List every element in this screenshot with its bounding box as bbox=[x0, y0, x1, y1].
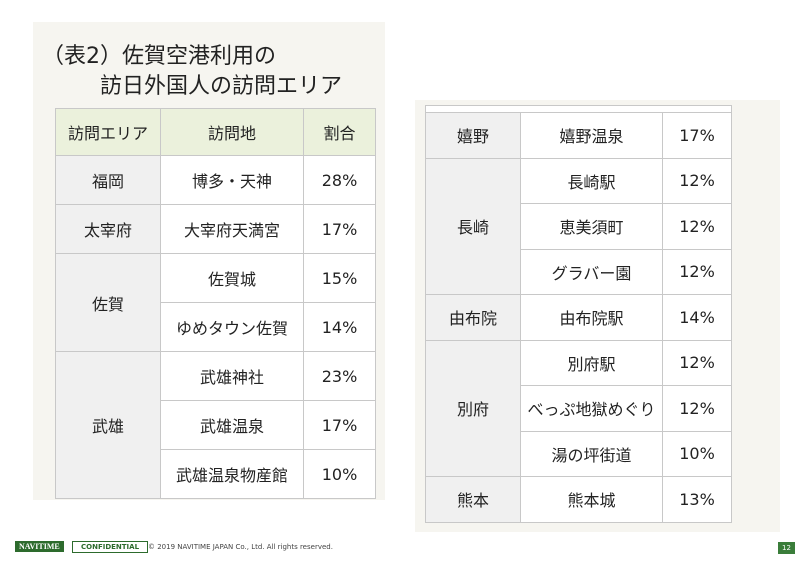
header-row: 訪問エリア 訪問地 割合 bbox=[55, 108, 376, 156]
place-cell: 熊本城 bbox=[520, 476, 663, 523]
row: 武雄 武雄神社 23% bbox=[55, 351, 376, 499]
area-cell: 熊本 bbox=[425, 476, 521, 523]
row: ゆめタウン佐賀 14% bbox=[56, 302, 376, 352]
area-cell: 武雄 bbox=[55, 351, 161, 499]
place-cell: 武雄神社 bbox=[160, 351, 304, 401]
share-cell: 12% bbox=[662, 157, 732, 204]
place-cell: グラバー園 bbox=[520, 248, 663, 295]
right-table: 嬉野 嬉野温泉 17% 長崎 長崎駅 12% 恵美須町 12% グラバー園 12% 由布院 由布院駅 1… bbox=[425, 112, 732, 523]
copyright: © 2019 NAVITIME JAPAN Co., Ltd. All righ… bbox=[148, 543, 333, 551]
place-cell: 由布院駅 bbox=[520, 294, 663, 341]
area-cell: 福岡 bbox=[55, 155, 161, 205]
share-cell: 12% bbox=[662, 339, 732, 386]
row: グラバー園 12% bbox=[426, 248, 732, 295]
share-cell: 12% bbox=[662, 385, 732, 432]
place-cell: 嬉野温泉 bbox=[520, 112, 663, 159]
area-cell: 由布院 bbox=[425, 294, 521, 341]
row: 佐賀 佐賀城 15% bbox=[55, 253, 376, 352]
share-cell: 10% bbox=[303, 449, 376, 499]
place-cell: べっぷ地獄めぐり bbox=[520, 385, 663, 432]
share-cell: 13% bbox=[662, 476, 732, 523]
area-cell: 長崎 bbox=[425, 157, 521, 295]
share-cell: 17% bbox=[303, 400, 376, 450]
row: 由布院 由布院駅 14% bbox=[425, 294, 732, 341]
place-cell: 大宰府天満宮 bbox=[160, 204, 304, 254]
left-table: 訪問エリア 訪問地 割合 福岡 博多・天神 28% 太宰府 大宰府天満宮 17% 佐賀 佐賀城 15%… bbox=[55, 108, 376, 499]
place-cell: 博多・天神 bbox=[160, 155, 304, 205]
place-cell: 佐賀城 bbox=[160, 253, 304, 303]
share-cell: 17% bbox=[662, 112, 732, 159]
share-cell: 14% bbox=[662, 294, 732, 341]
confidential-label: CONFIDENTIAL bbox=[72, 541, 149, 553]
row: 熊本 熊本城 13% bbox=[425, 476, 732, 523]
share-cell: 12% bbox=[662, 248, 732, 295]
row: 福岡 博多・天神 28% bbox=[55, 155, 376, 205]
row: 別府 別府駅 12% bbox=[425, 339, 732, 477]
share-cell: 14% bbox=[303, 302, 376, 352]
logo: NAVITIME bbox=[15, 541, 64, 552]
header-cell: 訪問エリア bbox=[55, 108, 161, 156]
row: 武雄温泉物産館 10% bbox=[56, 449, 376, 499]
share-cell: 28% bbox=[303, 155, 376, 205]
table-cut-row bbox=[425, 105, 732, 113]
area-cell: 別府 bbox=[425, 339, 521, 477]
row: 武雄温泉 17% bbox=[56, 400, 376, 450]
place-cell: 別府駅 bbox=[520, 339, 663, 386]
page-number: 12 bbox=[778, 542, 795, 554]
place-cell: ゆめタウン佐賀 bbox=[160, 302, 304, 352]
share-cell: 17% bbox=[303, 204, 376, 254]
place-cell: 恵美須町 bbox=[520, 203, 663, 250]
place-cell: 武雄温泉物産館 bbox=[160, 449, 304, 499]
header-cell: 訪問地 bbox=[160, 108, 304, 156]
row: 太宰府 大宰府天満宮 17% bbox=[55, 204, 376, 254]
share-cell: 10% bbox=[662, 430, 732, 477]
title-line: 訪日外国人の訪問エリア bbox=[100, 74, 343, 99]
title-line: （表2）佐賀空港利用の bbox=[42, 44, 276, 69]
area-cell: 佐賀 bbox=[55, 253, 161, 352]
row: 長崎 長崎駅 12% bbox=[425, 157, 732, 295]
header-cell: 割合 bbox=[303, 108, 376, 156]
row: べっぷ地獄めぐり 12% bbox=[426, 385, 732, 432]
row: 恵美須町 12% bbox=[426, 203, 732, 250]
place-cell: 湯の坪街道 bbox=[520, 430, 663, 477]
share-cell: 15% bbox=[303, 253, 376, 303]
area-cell: 太宰府 bbox=[55, 204, 161, 254]
place-cell: 武雄温泉 bbox=[160, 400, 304, 450]
area-cell: 嬉野 bbox=[425, 112, 521, 159]
share-cell: 23% bbox=[303, 351, 376, 401]
share-cell: 12% bbox=[662, 203, 732, 250]
place-cell: 長崎駅 bbox=[520, 157, 663, 204]
row: 嬉野 嬉野温泉 17% bbox=[425, 112, 732, 159]
